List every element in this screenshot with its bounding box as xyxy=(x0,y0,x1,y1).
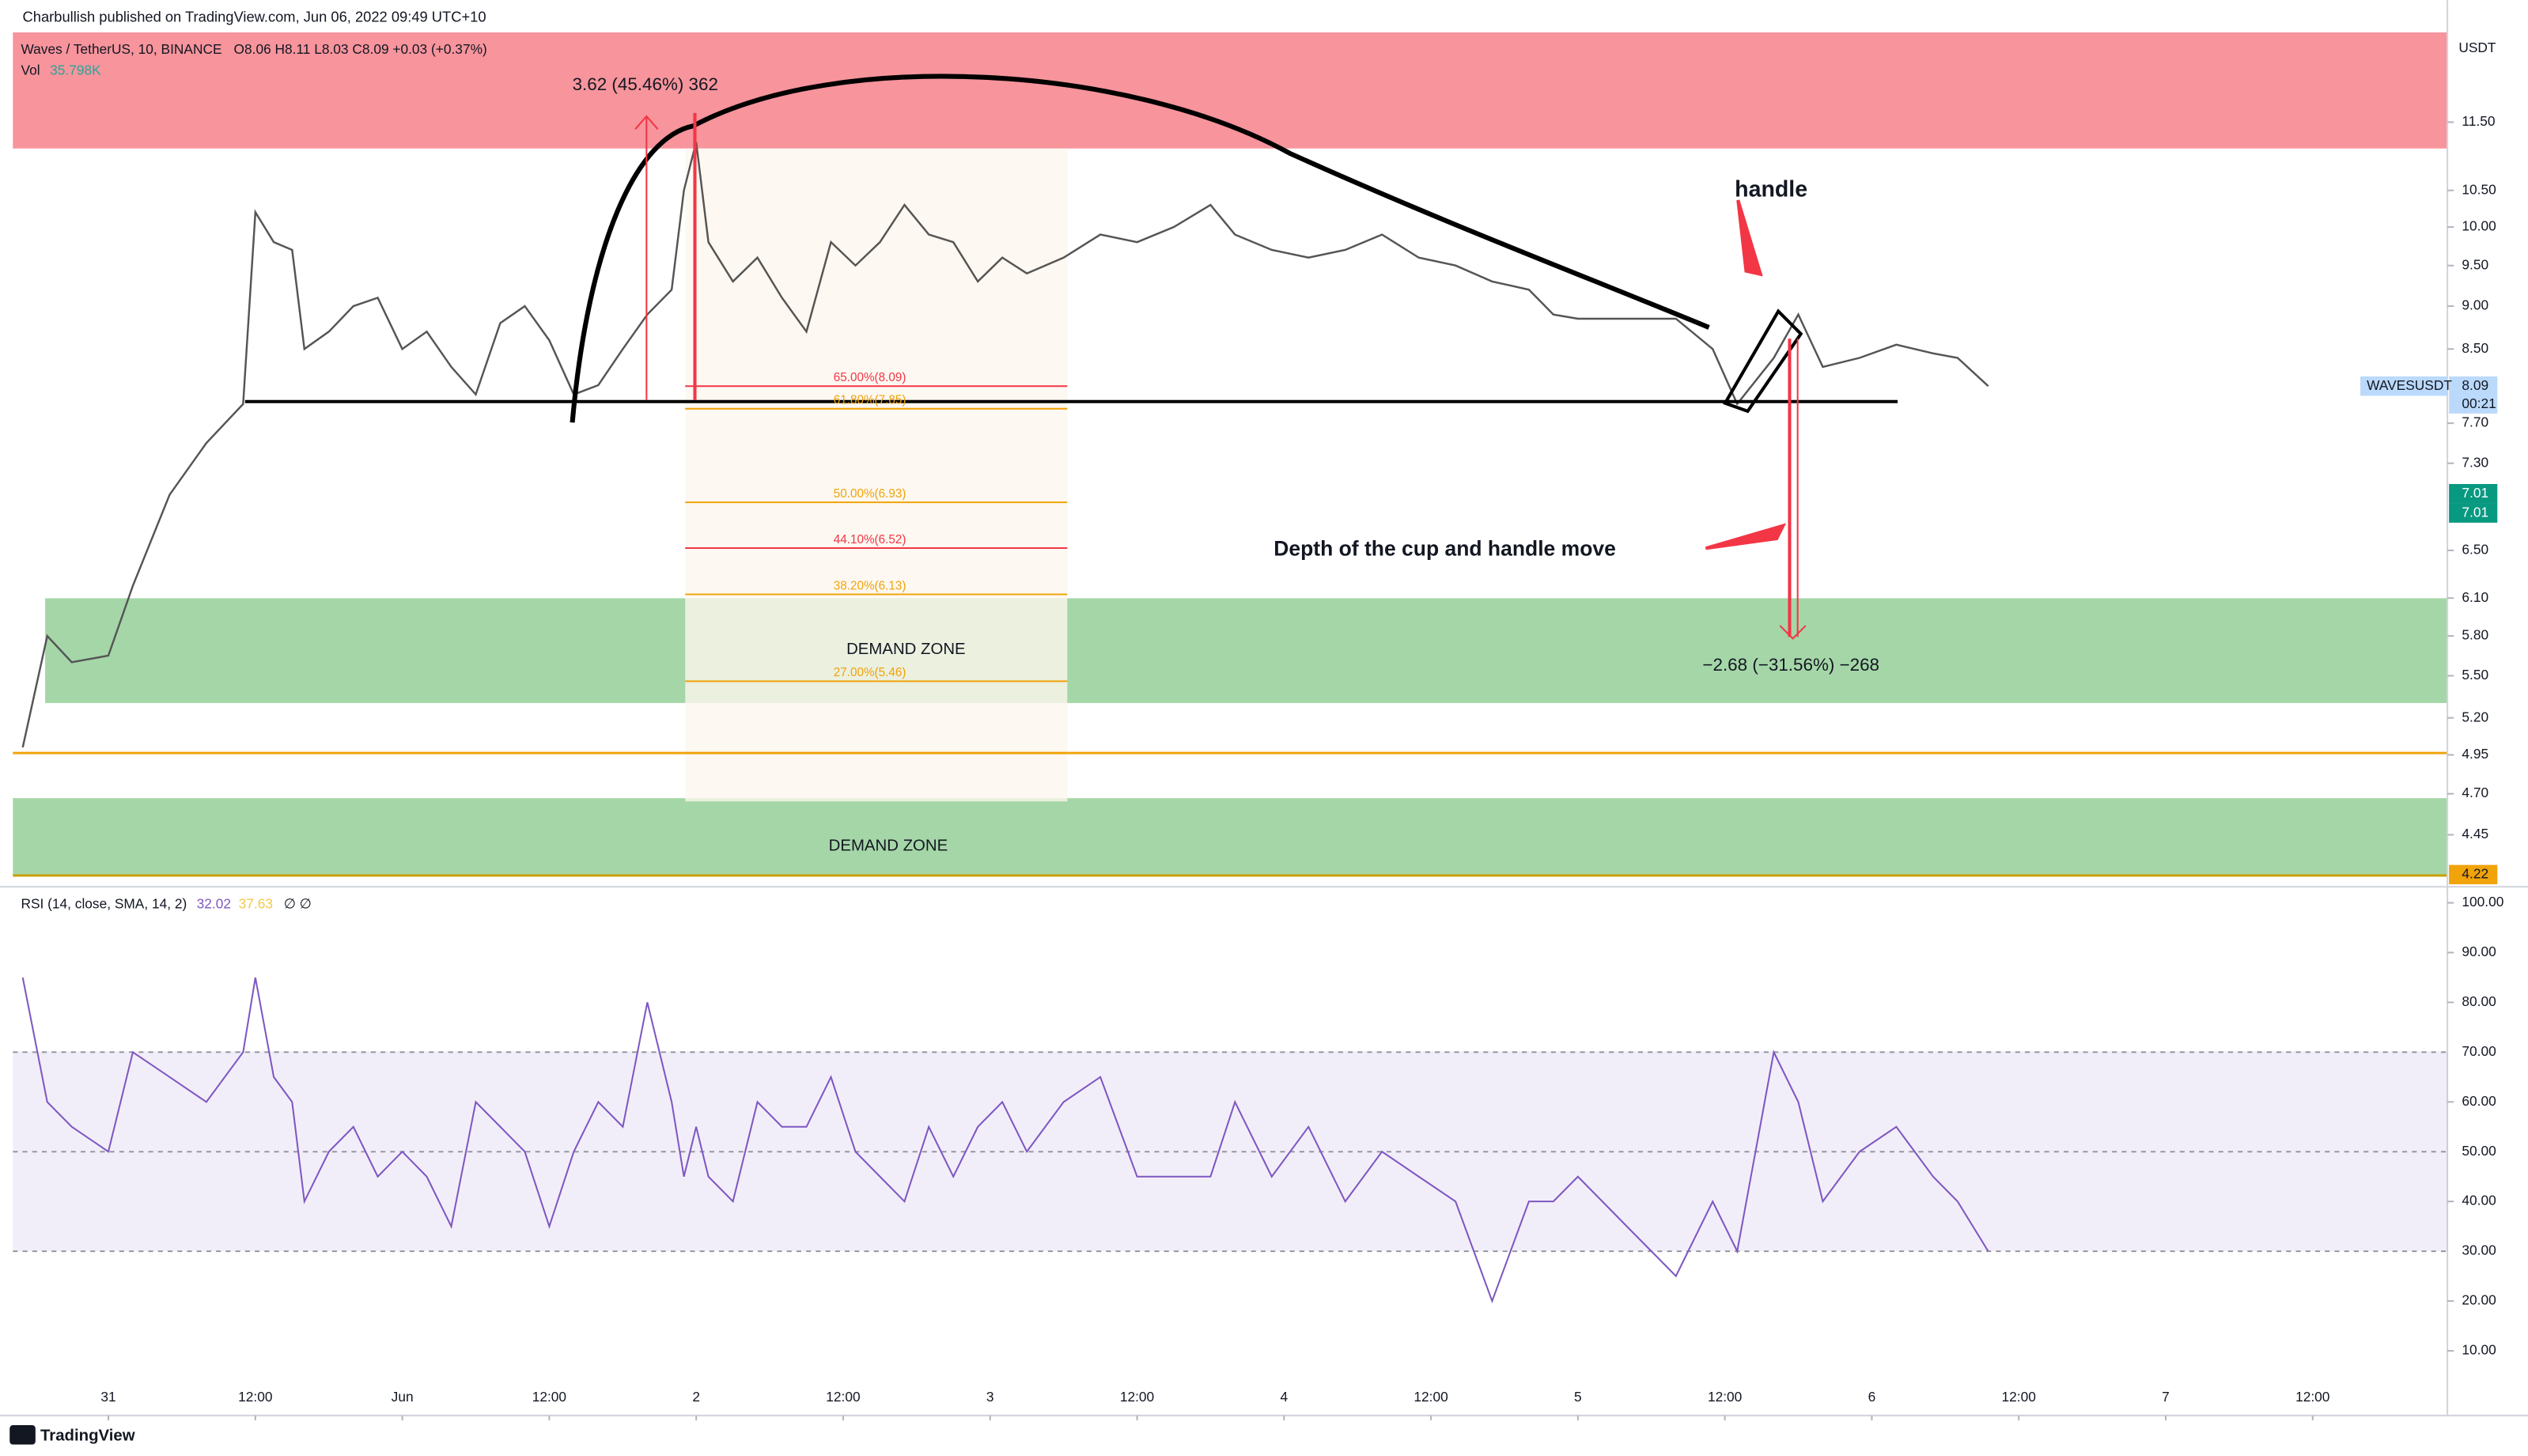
price-tag-label: 7.01 xyxy=(2462,504,2488,520)
rsi-tick-label: 90.00 xyxy=(2462,944,2496,959)
brand-logo xyxy=(9,1425,36,1445)
x-tick-label: Jun xyxy=(392,1389,414,1405)
rise-label: 3.62 (45.46%) 362 xyxy=(573,74,718,94)
rsi-band xyxy=(13,1051,2448,1251)
demand-zone xyxy=(13,798,2448,876)
depth-arrow xyxy=(1705,523,1787,550)
x-tick-label: 6 xyxy=(1868,1389,1876,1405)
rsi-tick-label: 20.00 xyxy=(2462,1292,2496,1308)
y-tick-label: 8.50 xyxy=(2462,340,2488,356)
price-tag xyxy=(2449,503,2498,523)
x-tick-label: 12:00 xyxy=(1120,1389,1154,1405)
fib-label: 44.10%(6.52) xyxy=(834,533,906,546)
price-unit: USDT xyxy=(2458,40,2496,55)
price-tag-label: 8.09 xyxy=(2462,377,2488,393)
y-tick-label: 4.70 xyxy=(2462,785,2488,800)
x-tick-label: 12:00 xyxy=(2002,1389,2036,1405)
rsi-tick-label: 30.00 xyxy=(2462,1242,2496,1258)
rsi-tick-label: 70.00 xyxy=(2462,1043,2496,1059)
legend-vol-value: 35.798K xyxy=(50,62,101,78)
drop-label: −2.68 (−31.56%) −268 xyxy=(1702,655,1879,675)
y-tick-label: 4.45 xyxy=(2462,826,2488,841)
legend-vol-label: Vol xyxy=(21,62,40,78)
price-tag-label: 7.01 xyxy=(2462,485,2488,501)
measure-arrow xyxy=(1779,625,1807,640)
demand-zone xyxy=(45,598,2448,703)
x-tick-label: 12:00 xyxy=(2295,1389,2329,1405)
handle-arrow xyxy=(1736,199,1763,277)
price-line xyxy=(21,142,1989,748)
zone-label: DEMAND ZONE xyxy=(829,838,948,855)
y-tick-label: 9.50 xyxy=(2462,256,2488,272)
fib-label: 65.00%(8.09) xyxy=(834,371,906,384)
x-tick-label: 31 xyxy=(100,1389,115,1405)
rsi-legend: RSI (14, close, SMA, 14, 2) xyxy=(21,895,187,911)
published-line: Charbullish published on TradingView.com… xyxy=(23,8,486,25)
depth-label: Depth of the cup and handle move xyxy=(1273,536,1616,560)
handle-label: handle xyxy=(1735,176,1807,202)
rsi-tick-label: 40.00 xyxy=(2462,1193,2496,1208)
rsi-tick-label: 50.00 xyxy=(2462,1143,2496,1159)
price-tag xyxy=(2449,483,2498,504)
cup-curve xyxy=(570,74,1710,423)
y-tick-label: 5.80 xyxy=(2462,627,2488,643)
y-tick-label: 4.95 xyxy=(2462,746,2488,762)
rsi-extra: ∅ ∅ xyxy=(284,895,312,911)
y-tick-label: 10.50 xyxy=(2462,181,2496,197)
y-tick-label: 7.70 xyxy=(2462,414,2488,430)
x-tick-label: 12:00 xyxy=(238,1389,272,1405)
x-tick-label: 7 xyxy=(2162,1389,2170,1405)
y-tick-label: 10.00 xyxy=(2462,218,2496,234)
supply-zone xyxy=(13,32,2448,149)
y-tick-label: 6.10 xyxy=(2462,589,2488,605)
rsi-sma-value: 37.63 xyxy=(239,895,273,911)
price-tag-label: 4.22 xyxy=(2462,865,2488,881)
x-tick-label: 3 xyxy=(986,1389,994,1405)
y-tick-label: 5.50 xyxy=(2462,667,2488,683)
y-tick-label: 9.00 xyxy=(2462,297,2488,313)
rsi-tick-label: 80.00 xyxy=(2462,993,2496,1009)
brand: TradingView xyxy=(40,1428,135,1445)
x-tick-label: 12:00 xyxy=(532,1389,566,1405)
zone-label: DEMAND ZONE xyxy=(846,641,966,658)
rsi-line xyxy=(21,977,1989,1304)
x-tick-label: 12:00 xyxy=(1413,1389,1448,1405)
x-tick-label: 4 xyxy=(1280,1389,1288,1405)
price-tag xyxy=(2449,864,2498,885)
symbol-tag-label: WAVESUSDT xyxy=(2367,377,2452,393)
rsi-tick-label: 100.00 xyxy=(2462,894,2503,910)
x-tick-label: 5 xyxy=(1574,1389,1582,1405)
rsi-tick-label: 10.00 xyxy=(2462,1342,2496,1358)
measure-arrow xyxy=(634,115,659,130)
fib-label: 38.20%(6.13) xyxy=(834,579,906,592)
y-tick-label: 7.30 xyxy=(2462,454,2488,470)
x-tick-label: 12:00 xyxy=(826,1389,860,1405)
fib-label: 50.00%(6.93) xyxy=(834,487,906,501)
symbol-tag xyxy=(2360,376,2448,396)
x-tick-label: 2 xyxy=(692,1389,700,1405)
rsi-value: 32.02 xyxy=(197,895,231,911)
rsi-tick-label: 60.00 xyxy=(2462,1093,2496,1109)
price-tag xyxy=(2449,376,2498,396)
fib-box xyxy=(685,148,1068,802)
y-tick-label: 6.50 xyxy=(2462,541,2488,557)
y-tick-label: 5.20 xyxy=(2462,709,2488,724)
handle-flag xyxy=(1722,308,1803,414)
legend-symbol: Waves / TetherUS, 10, BINANCE xyxy=(21,41,221,57)
x-tick-label: 12:00 xyxy=(1708,1389,1742,1405)
timer-tag xyxy=(2449,395,2498,414)
timer-label: 00:21 xyxy=(2462,395,2496,411)
fib-label: 61.80%(7.85) xyxy=(834,394,906,407)
fib-label: 27.00%(5.46) xyxy=(834,666,906,679)
legend-ohlc: O8.06 H8.11 L8.03 C8.09 +0.03 (+0.37%) xyxy=(234,41,487,57)
y-tick-label: 11.50 xyxy=(2462,113,2495,129)
